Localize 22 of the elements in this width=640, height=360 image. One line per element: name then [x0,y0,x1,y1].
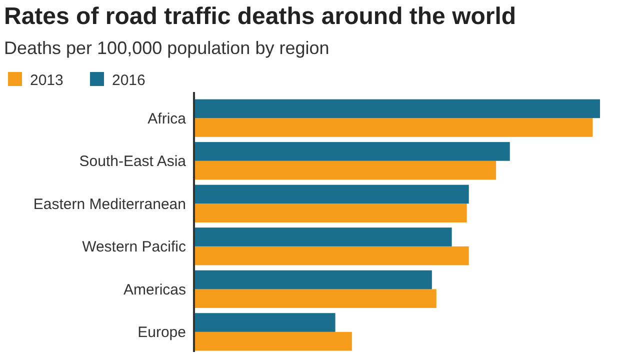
chart-title: Rates of road traffic deaths around the world [4,3,516,30]
y-tick-label: South-East Asia [79,153,187,170]
bar [194,118,593,137]
bar [194,228,452,246]
y-tick-label: Europe [138,324,186,342]
chart-subtitle: Deaths per 100,000 population by region [4,38,330,58]
y-tick-label: Eastern Mediterranean [33,196,186,213]
bar [194,332,352,351]
bar [194,313,336,332]
bar [194,99,600,118]
y-tick-label: Africa [148,110,187,128]
bar [194,270,432,290]
bar [194,184,469,204]
y-tick-label: Western Pacific [82,238,186,256]
bar [194,142,510,161]
y-tick-label: Americas [123,281,186,298]
bar [194,204,467,222]
bar [194,160,496,180]
legend-label: 2013 [30,72,64,89]
legend-label: 2016 [112,72,146,89]
bar [194,289,436,308]
bar [194,246,469,266]
